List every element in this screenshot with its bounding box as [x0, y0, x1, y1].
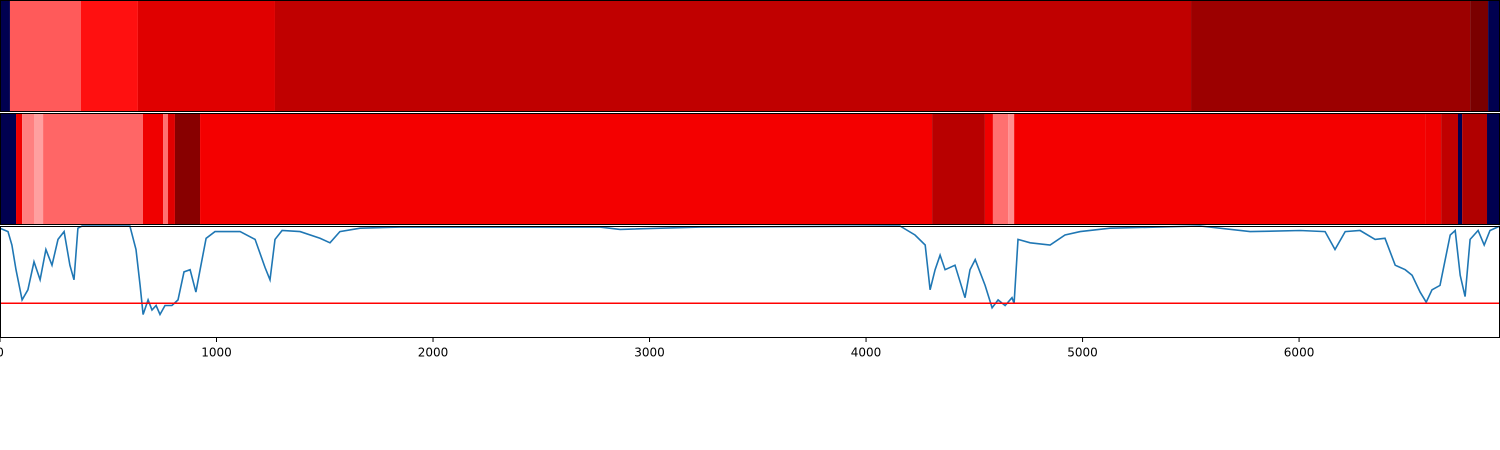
- band: [200, 113, 933, 225]
- band: [984, 113, 993, 225]
- x-tick-label: 6000: [1284, 346, 1315, 360]
- band: [9, 0, 81, 112]
- band: [274, 0, 1192, 112]
- x-tick-label: 2000: [418, 346, 449, 360]
- band: [142, 113, 164, 225]
- x-tick-label: 0: [0, 346, 4, 360]
- band: [0, 0, 10, 112]
- band: [1487, 113, 1500, 225]
- line-series: [0, 225, 1500, 317]
- band: [1470, 0, 1489, 112]
- band: [1014, 113, 1426, 225]
- band: [932, 113, 985, 225]
- band: [22, 113, 34, 225]
- band: [80, 0, 138, 112]
- band: [1488, 0, 1500, 112]
- band: [1008, 113, 1015, 225]
- band: [174, 113, 201, 225]
- band: [1462, 113, 1488, 225]
- x-tick-label: 1000: [201, 346, 232, 360]
- panel-frame: [0, 226, 1500, 338]
- band: [1191, 0, 1471, 112]
- band: [1441, 113, 1458, 225]
- band: [168, 113, 175, 225]
- x-tick-label: 5000: [1067, 346, 1098, 360]
- band: [0, 113, 17, 225]
- band: [1425, 113, 1442, 225]
- band: [16, 113, 23, 225]
- band: [163, 113, 169, 225]
- band: [137, 0, 275, 112]
- band: [992, 113, 1009, 225]
- x-tick-label: 4000: [851, 346, 882, 360]
- band: [43, 113, 143, 225]
- x-tick-label: 3000: [634, 346, 665, 360]
- band: [33, 113, 44, 225]
- band: [1457, 113, 1463, 225]
